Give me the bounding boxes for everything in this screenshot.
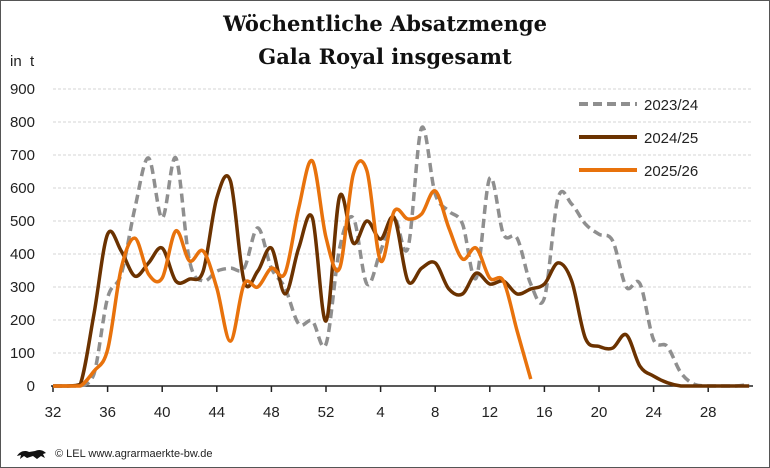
y-axis-unit-label: in t bbox=[10, 53, 35, 70]
footer-credit: © LEL www.agrarmaerkte-bw.de bbox=[55, 448, 213, 460]
y-tick-label: 200 bbox=[10, 312, 35, 329]
legend-label: 2025/26 bbox=[644, 163, 698, 180]
y-tick-label: 800 bbox=[10, 114, 35, 131]
x-tick-label: 24 bbox=[645, 404, 662, 421]
lion-logo-icon bbox=[17, 449, 46, 459]
y-tick-label: 0 bbox=[27, 378, 35, 395]
x-tick-label: 20 bbox=[591, 404, 608, 421]
x-tick-label: 32 bbox=[45, 404, 62, 421]
y-tick-label: 500 bbox=[10, 213, 35, 230]
legend-label: 2023/24 bbox=[644, 97, 698, 114]
y-tick-label: 100 bbox=[10, 345, 35, 362]
title-line-1: Wöchentliche Absatzmenge bbox=[223, 11, 547, 36]
x-tick-label: 8 bbox=[431, 404, 439, 421]
y-tick-label: 900 bbox=[10, 81, 35, 98]
x-tick-label: 12 bbox=[481, 404, 498, 421]
x-tick-label: 28 bbox=[700, 404, 717, 421]
chart-title: Wöchentliche Absatzmenge Gala Royal insg… bbox=[1, 7, 769, 73]
series-line-2025-26 bbox=[53, 159, 533, 388]
x-tick-label: 40 bbox=[154, 404, 171, 421]
y-tick-label: 600 bbox=[10, 180, 35, 197]
x-tick-label: 52 bbox=[318, 404, 335, 421]
y-tick-label: 400 bbox=[10, 246, 35, 263]
y-tick-label: 700 bbox=[10, 147, 35, 164]
series-line-2023-24 bbox=[53, 125, 750, 388]
y-tick-label: 300 bbox=[10, 279, 35, 296]
x-tick-label: 16 bbox=[536, 404, 553, 421]
footer: © LEL www.agrarmaerkte-bw.de bbox=[15, 447, 213, 461]
x-tick-label: 44 bbox=[208, 404, 225, 421]
legend-label: 2024/25 bbox=[644, 130, 698, 147]
x-tick-label: 4 bbox=[376, 404, 384, 421]
title-line-2: Gala Royal insgesamt bbox=[258, 44, 512, 69]
x-tick-label: 48 bbox=[263, 404, 280, 421]
x-tick-label: 36 bbox=[99, 404, 116, 421]
